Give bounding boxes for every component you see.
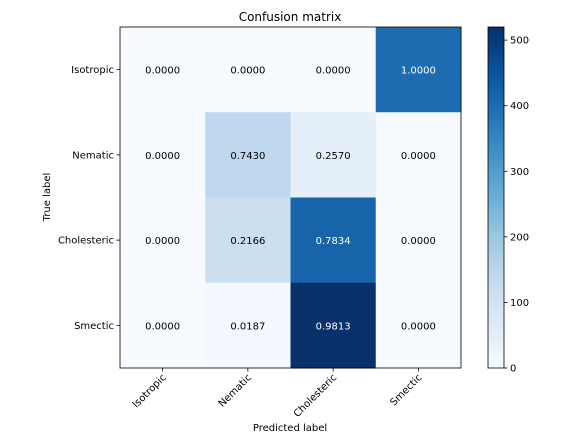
heatmap-cell <box>290 282 377 369</box>
heatmap-cell <box>120 27 206 113</box>
cell-value-label: 1.0000 <box>401 66 436 77</box>
cell-value-label: 0.0000 <box>316 66 351 77</box>
y-axis-label: True label <box>42 173 53 223</box>
heatmap-cell <box>290 27 377 113</box>
x-axis-ticks: Isotropic Nematic Cholesteric Smectic <box>131 368 424 420</box>
colorbar-tick-label: 400 <box>510 101 529 112</box>
colorbar-ticks: 0 100 200 300 400 500 <box>504 36 529 375</box>
y-tick-label: Nematic <box>72 150 114 161</box>
heatmap-cell-labels: 0.0000 0.0000 0.0000 1.0000 0.0000 0.7430 0.25… <box>145 66 436 333</box>
x-tick-label: Smectic <box>388 372 424 408</box>
heatmap-cell <box>205 27 291 113</box>
cell-value-label: 0.0000 <box>230 66 265 77</box>
colorbar-tick-label: 200 <box>510 232 529 243</box>
heatmap-cell <box>205 112 291 198</box>
cell-value-label: 0.9813 <box>316 321 351 332</box>
heatmap-cell <box>120 112 206 198</box>
heatmap-cells <box>120 27 462 369</box>
heatmap-cell <box>375 27 462 113</box>
cell-value-label: 0.0000 <box>145 151 180 162</box>
x-tick-label: Isotropic <box>131 372 169 410</box>
cell-value-label: 0.7834 <box>316 236 351 247</box>
colorbar <box>487 26 505 369</box>
plot-frame <box>119 26 462 369</box>
chart-title: Confusion matrix <box>239 10 342 24</box>
cell-value-label: 0.2166 <box>230 236 265 247</box>
x-axis-label: Predicted label <box>253 423 327 432</box>
cell-value-label: 0.0000 <box>401 321 436 332</box>
colorbar-tick-label: 300 <box>510 167 529 178</box>
colorbar-tick-label: 500 <box>510 36 529 47</box>
cell-value-label: 0.0000 <box>145 321 180 332</box>
y-tick-label: Cholesteric <box>58 236 114 247</box>
x-tick-label: Cholesteric <box>292 372 339 419</box>
heatmap-cell <box>205 197 291 284</box>
heatmap-cell <box>120 197 206 284</box>
cell-value-label: 0.2570 <box>316 151 351 162</box>
y-tick-label: Isotropic <box>71 65 114 76</box>
heatmap-cell <box>205 282 291 369</box>
y-axis-ticks: Isotropic Nematic Cholesteric Smectic <box>58 65 120 332</box>
heatmap-cell <box>120 282 206 369</box>
heatmap-cell <box>375 112 462 198</box>
y-tick-label: Smectic <box>74 321 114 332</box>
cell-value-label: 0.0000 <box>401 151 436 162</box>
heatmap-cell <box>375 197 462 284</box>
heatmap-cell <box>375 282 462 369</box>
cell-value-label: 0.7430 <box>230 151 265 162</box>
x-tick-label: Nematic <box>217 372 254 409</box>
heatmap-cell <box>290 197 377 284</box>
cell-value-label: 0.0000 <box>401 236 436 247</box>
cell-value-label: 0.0187 <box>230 321 265 332</box>
heatmap-cell <box>290 112 377 198</box>
cell-value-label: 0.0000 <box>145 66 180 77</box>
colorbar-tick-label: 0 <box>510 364 516 375</box>
colorbar-tick-label: 100 <box>510 298 529 309</box>
cell-value-label: 0.0000 <box>145 236 180 247</box>
